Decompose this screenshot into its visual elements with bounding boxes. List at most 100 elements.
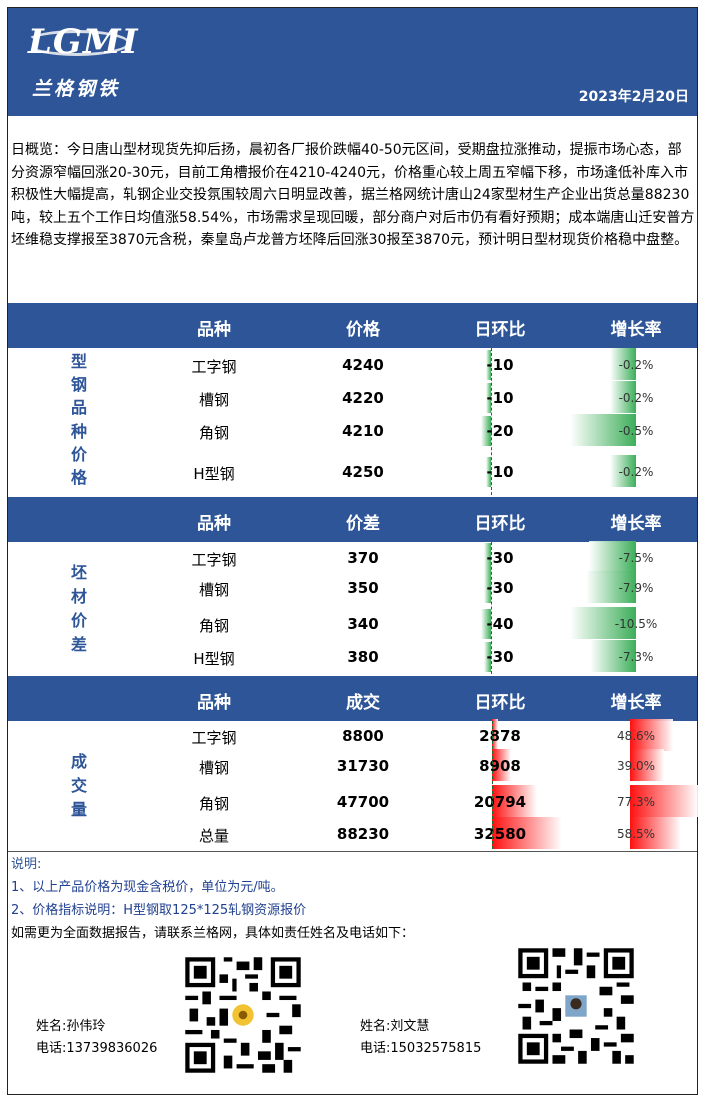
- change-bar: [483, 642, 491, 672]
- row-change: -10: [486, 356, 514, 374]
- daily-overview: 日概览：今日唐山型材现货先抑后扬，晨初各厂报价跌幅40-50元区间，受期盘拉涨推…: [11, 142, 695, 248]
- report-header: LGMI 兰格钢铁 2023年2月20日: [8, 8, 697, 116]
- column-header: 增长率: [610, 693, 662, 713]
- row-change: 8908: [479, 757, 521, 775]
- row-change: -40: [486, 615, 514, 633]
- row-rate: 58.5%: [616, 827, 656, 841]
- note-line-3: 如需更为全面数据报告，请联系兰格网，具体如责任姓名及电话如下：: [11, 926, 415, 941]
- change-bar: [492, 719, 499, 751]
- row-value: 340: [347, 615, 379, 633]
- rate-bar: [630, 817, 682, 849]
- rate-bar: [586, 571, 636, 603]
- table-row: H型钢 4250 -10 -0.2%: [8, 455, 697, 493]
- change-bar: [492, 749, 512, 781]
- contact-1-phone: 电话:13739836026: [36, 1041, 158, 1056]
- rate-bar: [588, 541, 636, 573]
- note-line-1: 1、以上产品价格为现金含税价，单位为元/吨。: [11, 880, 284, 895]
- change-bar: [486, 350, 491, 380]
- row-rate: -10.5%: [614, 617, 658, 631]
- contact-1: 姓名:孙伟玲 电话:13739836026: [36, 1016, 157, 1060]
- row-name: 角钢: [198, 617, 230, 635]
- row-change: 2878: [479, 727, 521, 745]
- row-name: H型钢: [193, 650, 235, 668]
- row-change: 20794: [473, 793, 527, 811]
- column-header: 品种: [197, 514, 231, 534]
- contact-1-name: 姓名:孙伟玲: [36, 1019, 106, 1034]
- row-name: 槽钢: [198, 391, 230, 409]
- row-rate: 48.6%: [616, 729, 656, 743]
- row-name: 槽钢: [198, 581, 230, 599]
- column-header: 价差: [346, 514, 380, 534]
- row-value: 370: [347, 549, 379, 567]
- row-change: 32580: [473, 825, 527, 843]
- rate-bar: [630, 749, 665, 781]
- row-rate: -0.2%: [618, 391, 654, 405]
- change-bar: [492, 785, 537, 817]
- table-row: 角钢 340 -40 -10.5%: [8, 607, 697, 645]
- table-row: 角钢 47700 20794 77.3%: [8, 785, 698, 823]
- change-axis-line: [491, 542, 492, 674]
- table-row: 总量 88230 32580 58.5%: [8, 817, 697, 855]
- row-value: 88230: [336, 825, 390, 843]
- change-bar: [483, 573, 491, 603]
- table-row: 槽钢 4220 -10 -0.2%: [8, 381, 697, 419]
- row-change: -10: [486, 463, 514, 481]
- row-name: 总量: [198, 827, 230, 845]
- row-value: 4250: [342, 463, 384, 481]
- row-rate: -7.9%: [618, 581, 654, 595]
- row-rate: -0.2%: [618, 465, 654, 479]
- rate-bar: [609, 348, 636, 380]
- row-value: 4210: [342, 422, 384, 440]
- table-row: 槽钢 350 -30 -7.9%: [8, 571, 697, 609]
- column-header: 品种: [197, 693, 231, 713]
- row-name: 工字钢: [191, 358, 237, 376]
- section-label: 成交量: [70, 752, 87, 819]
- row-value: 47700: [336, 793, 390, 811]
- table-row: 槽钢 31730 8908 39.0%: [8, 749, 697, 787]
- column-header: 增长率: [610, 514, 662, 534]
- rate-bar: [609, 381, 636, 413]
- rate-bar: [609, 455, 636, 487]
- change-bar: [481, 416, 491, 446]
- row-name: 工字钢: [191, 729, 237, 747]
- row-value: 31730: [336, 757, 390, 775]
- column-header: 日环比: [474, 320, 526, 340]
- change-bar: [483, 543, 491, 573]
- column-header: 日环比: [474, 514, 526, 534]
- row-name: 工字钢: [191, 551, 237, 569]
- rate-bar: [570, 607, 636, 639]
- change-axis-line: [492, 721, 493, 849]
- table-row: 角钢 4210 -20 -0.5%: [8, 414, 697, 452]
- lgmi-logo: LGMI: [24, 22, 139, 64]
- logo-subtitle: 兰格钢铁: [32, 78, 121, 100]
- contact-2: 姓名:刘文慧 电话:15032575815: [360, 1016, 481, 1060]
- row-value: 380: [347, 648, 379, 666]
- row-rate: -7.3%: [618, 650, 654, 664]
- qr-code-photo-icon: [514, 944, 638, 1068]
- notes-title: 说明:: [11, 857, 42, 872]
- logo-text: LGMI: [28, 22, 139, 62]
- column-header: 增长率: [610, 320, 662, 340]
- change-bar: [492, 817, 562, 849]
- notes-block: 说明: 1、以上产品价格为现金含税价，单位为元/吨。 2、价格指标说明：H型钢取…: [11, 853, 414, 945]
- column-header: 成交: [346, 693, 380, 713]
- qr-code-sun-icon: [181, 953, 305, 1077]
- column-header: 日环比: [474, 693, 526, 713]
- table-header-band: 品种 价格 日环比 增长率: [8, 303, 697, 348]
- row-value: 4220: [342, 389, 384, 407]
- rate-bar: [630, 719, 673, 751]
- row-rate: -0.5%: [618, 424, 654, 438]
- notes-divider: [8, 851, 697, 852]
- rate-bar: [570, 414, 636, 446]
- row-name: 角钢: [198, 424, 230, 442]
- section-label: 坯材价差: [70, 563, 87, 654]
- contact-2-name: 姓名:刘文慧: [360, 1019, 430, 1034]
- rate-bar: [590, 640, 636, 672]
- row-change: -30: [486, 579, 514, 597]
- change-bar: [486, 383, 491, 413]
- change-bar: [481, 609, 491, 639]
- section-label: 型钢品种价格: [70, 352, 87, 487]
- row-rate: -0.2%: [618, 358, 654, 372]
- report-date: 2023年2月20日: [578, 89, 689, 105]
- table-row: H型钢 380 -30 -7.3%: [8, 640, 697, 678]
